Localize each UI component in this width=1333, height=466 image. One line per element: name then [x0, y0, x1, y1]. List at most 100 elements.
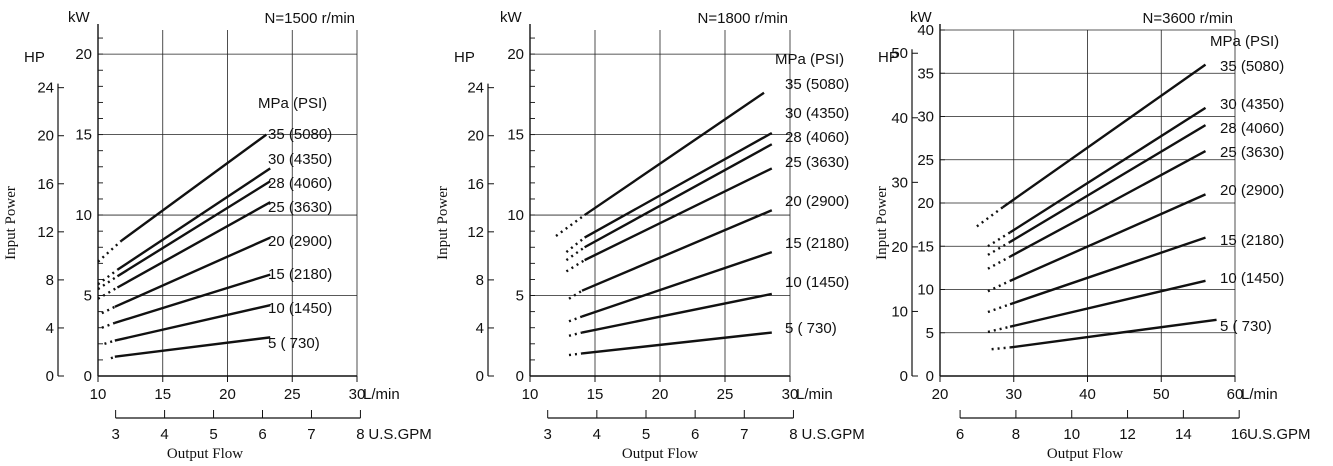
hp-tick-label: 24 [467, 80, 484, 97]
hp-tick-label: 12 [37, 224, 54, 241]
series-line [120, 133, 268, 242]
legend-pressure-label: 28 (4060) [1220, 120, 1284, 137]
hp-tick-label: 10 [891, 303, 908, 320]
chart-title: N=3600 r/min [1143, 10, 1233, 27]
output-flow-label: Output Flow [622, 446, 698, 462]
legend-pressure-label: 35 (5080) [785, 76, 849, 93]
gpm-tick-label: 12 [1119, 426, 1136, 443]
hp-tick-label: 50 [891, 45, 908, 62]
legend-pressure-label: 10 (1450) [268, 300, 332, 317]
series-line [1009, 150, 1207, 258]
hp-tick-label: 4 [46, 320, 54, 337]
gpm-tick-label: 4 [160, 426, 168, 443]
series-line [1001, 63, 1207, 209]
legend-pressure-label: 5 ( 730) [268, 335, 320, 352]
kw-tick-label: 15 [75, 127, 92, 144]
legend-pressure-label: 10 (1450) [1220, 270, 1284, 287]
series-line [581, 292, 773, 334]
hp-tick-label: 12 [467, 224, 484, 241]
kw-tick-label: 0 [926, 368, 934, 385]
x-tick-label: 25 [717, 386, 734, 403]
x-tick-label: 10 [90, 386, 107, 403]
hp-tick-label: 30 [891, 174, 908, 191]
gpm-tick-label: 16 [1231, 426, 1248, 443]
series-line-dotted [976, 206, 1004, 228]
legend-pressure-label: 35 (5080) [1220, 58, 1284, 75]
legend-pressure-label: 15 (2180) [785, 235, 849, 252]
gpm-tick-label: 5 [642, 426, 650, 443]
gpm-tick-label: 10 [1063, 426, 1080, 443]
kw-tick-label: 15 [507, 127, 524, 144]
hp-tick-label: 20 [37, 128, 54, 145]
gpm-tick-label: 5 [209, 426, 217, 443]
legend-pressure-label: 15 (2180) [1220, 232, 1284, 249]
x-tick-label: 30 [782, 386, 799, 403]
hp-tick-label: 8 [476, 272, 484, 289]
series-line [114, 336, 271, 358]
series-line [114, 273, 271, 325]
x-unit-label: L/min [363, 386, 400, 403]
kw-tick-label: 20 [917, 195, 934, 212]
series-line-dotted [97, 268, 119, 286]
series-line [1009, 106, 1207, 234]
series-line [581, 331, 772, 355]
chart-title: N=1800 r/min [698, 10, 788, 27]
series-line-dotted [97, 275, 119, 291]
kw-tick-label: 5 [84, 288, 92, 305]
series-line-dotted [987, 231, 1011, 248]
legend-pressure-label: 20 (2900) [1220, 182, 1284, 199]
kw-unit-label: kW [500, 9, 523, 26]
x-unit-label: L/min [1241, 386, 1278, 403]
x-tick-label: 10 [522, 386, 539, 403]
series-line-dotted [568, 289, 583, 300]
series-line [581, 209, 773, 292]
hp-tick-label: 4 [476, 320, 484, 337]
series-line-dotted [104, 339, 116, 345]
x-tick-label: 20 [932, 386, 949, 403]
output-flow-label: Output Flow [167, 446, 243, 462]
series-line-dotted [987, 240, 1011, 256]
legend-pressure-label: 5 ( 730) [1220, 318, 1272, 335]
y-axis-title: Input Power [874, 186, 890, 260]
hp-tick-label: 8 [46, 272, 54, 289]
series-line-dotted [110, 355, 116, 360]
series-line [116, 201, 271, 289]
gpm-tick-label: 8 [1012, 426, 1020, 443]
legend-pressure-label: 20 (2900) [785, 193, 849, 210]
gpm-tick-label: 6 [691, 426, 699, 443]
hp-tick-label: 40 [891, 110, 908, 127]
x-tick-label: 25 [284, 386, 301, 403]
series-line-dotted [565, 259, 586, 273]
legend-pressure-label: 30 (4350) [785, 105, 849, 122]
gpm-unit-label: U.S.GPM [1247, 426, 1310, 443]
series-line-dotted [97, 286, 119, 300]
gpm-tick-label: 4 [593, 426, 601, 443]
legend-pressure-label: 30 (4350) [1220, 96, 1284, 113]
output-flow-label: Output Flow [1047, 446, 1123, 462]
series-line [584, 143, 773, 249]
legend-pressure-label: 35 (5080) [268, 126, 332, 143]
hp-unit-label: HP [24, 49, 45, 66]
series-line [1009, 236, 1206, 306]
legend-pressure-label: 28 (4060) [268, 175, 332, 192]
kw-tick-label: 0 [516, 368, 524, 385]
series-line-dotted [987, 325, 1011, 334]
kw-tick-label: 10 [917, 282, 934, 299]
series-line [584, 167, 773, 262]
hp-tick-label: 16 [467, 176, 484, 193]
hp-unit-label: HP [454, 49, 475, 66]
legend-header: MPa (PSI) [1210, 33, 1279, 50]
series-line-dotted [97, 239, 123, 263]
series-line-dotted [568, 331, 583, 337]
x-tick-label: 50 [1153, 386, 1170, 403]
legend-pressure-label: 28 (4060) [785, 129, 849, 146]
series-line [1009, 193, 1206, 282]
gpm-tick-label: 6 [956, 426, 964, 443]
legend-header: MPa (PSI) [258, 95, 327, 112]
legend-pressure-label: 5 ( 730) [785, 320, 837, 337]
gpm-tick-label: 8 [356, 426, 364, 443]
chart-panel-1: 0 5 10 15 20 kW 0 4 8 12 16 20 24 HP Input Power N=1500… [3, 9, 432, 462]
kw-tick-label: 30 [917, 109, 934, 126]
y-axis-title: Input Power [435, 186, 451, 260]
